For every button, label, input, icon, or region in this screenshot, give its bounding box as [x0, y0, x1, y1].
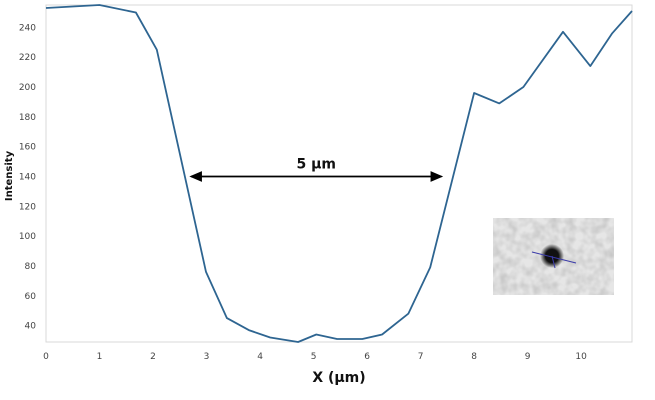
- x-tick-label: 6: [364, 352, 370, 362]
- y-tick-label: 80: [25, 262, 37, 272]
- x-tick-label: 3: [204, 352, 210, 362]
- x-tick-label: 1: [97, 352, 103, 362]
- x-tick-label: 4: [257, 352, 263, 362]
- y-tick-label: 100: [19, 232, 36, 242]
- width-annotation-label: 5 µm: [296, 156, 336, 172]
- y-tick-label: 120: [19, 202, 36, 212]
- y-tick-label: 40: [25, 322, 37, 332]
- y-tick-label: 200: [19, 83, 36, 93]
- x-tick-label: 0: [43, 352, 49, 362]
- x-tick-label: 5: [311, 352, 317, 362]
- y-tick-label: 60: [25, 292, 37, 302]
- x-tick-label: 8: [471, 352, 477, 362]
- series-line: [45, 4, 633, 343]
- microscopy-inset-image: [493, 218, 614, 295]
- y-tick-label: 140: [19, 172, 36, 182]
- x-tick-label: 10: [575, 352, 587, 362]
- y-tick-label: 180: [19, 113, 36, 123]
- y-tick-label: 160: [19, 143, 36, 153]
- y-tick-label: 220: [19, 53, 36, 63]
- x-tick-label: 2: [150, 352, 156, 362]
- x-axis-title: X (µm): [312, 370, 365, 386]
- y-axis-title: Intensity: [4, 150, 15, 201]
- y-tick-label: 240: [19, 23, 36, 33]
- x-tick-label: 7: [418, 352, 424, 362]
- x-tick-label: 9: [525, 352, 531, 362]
